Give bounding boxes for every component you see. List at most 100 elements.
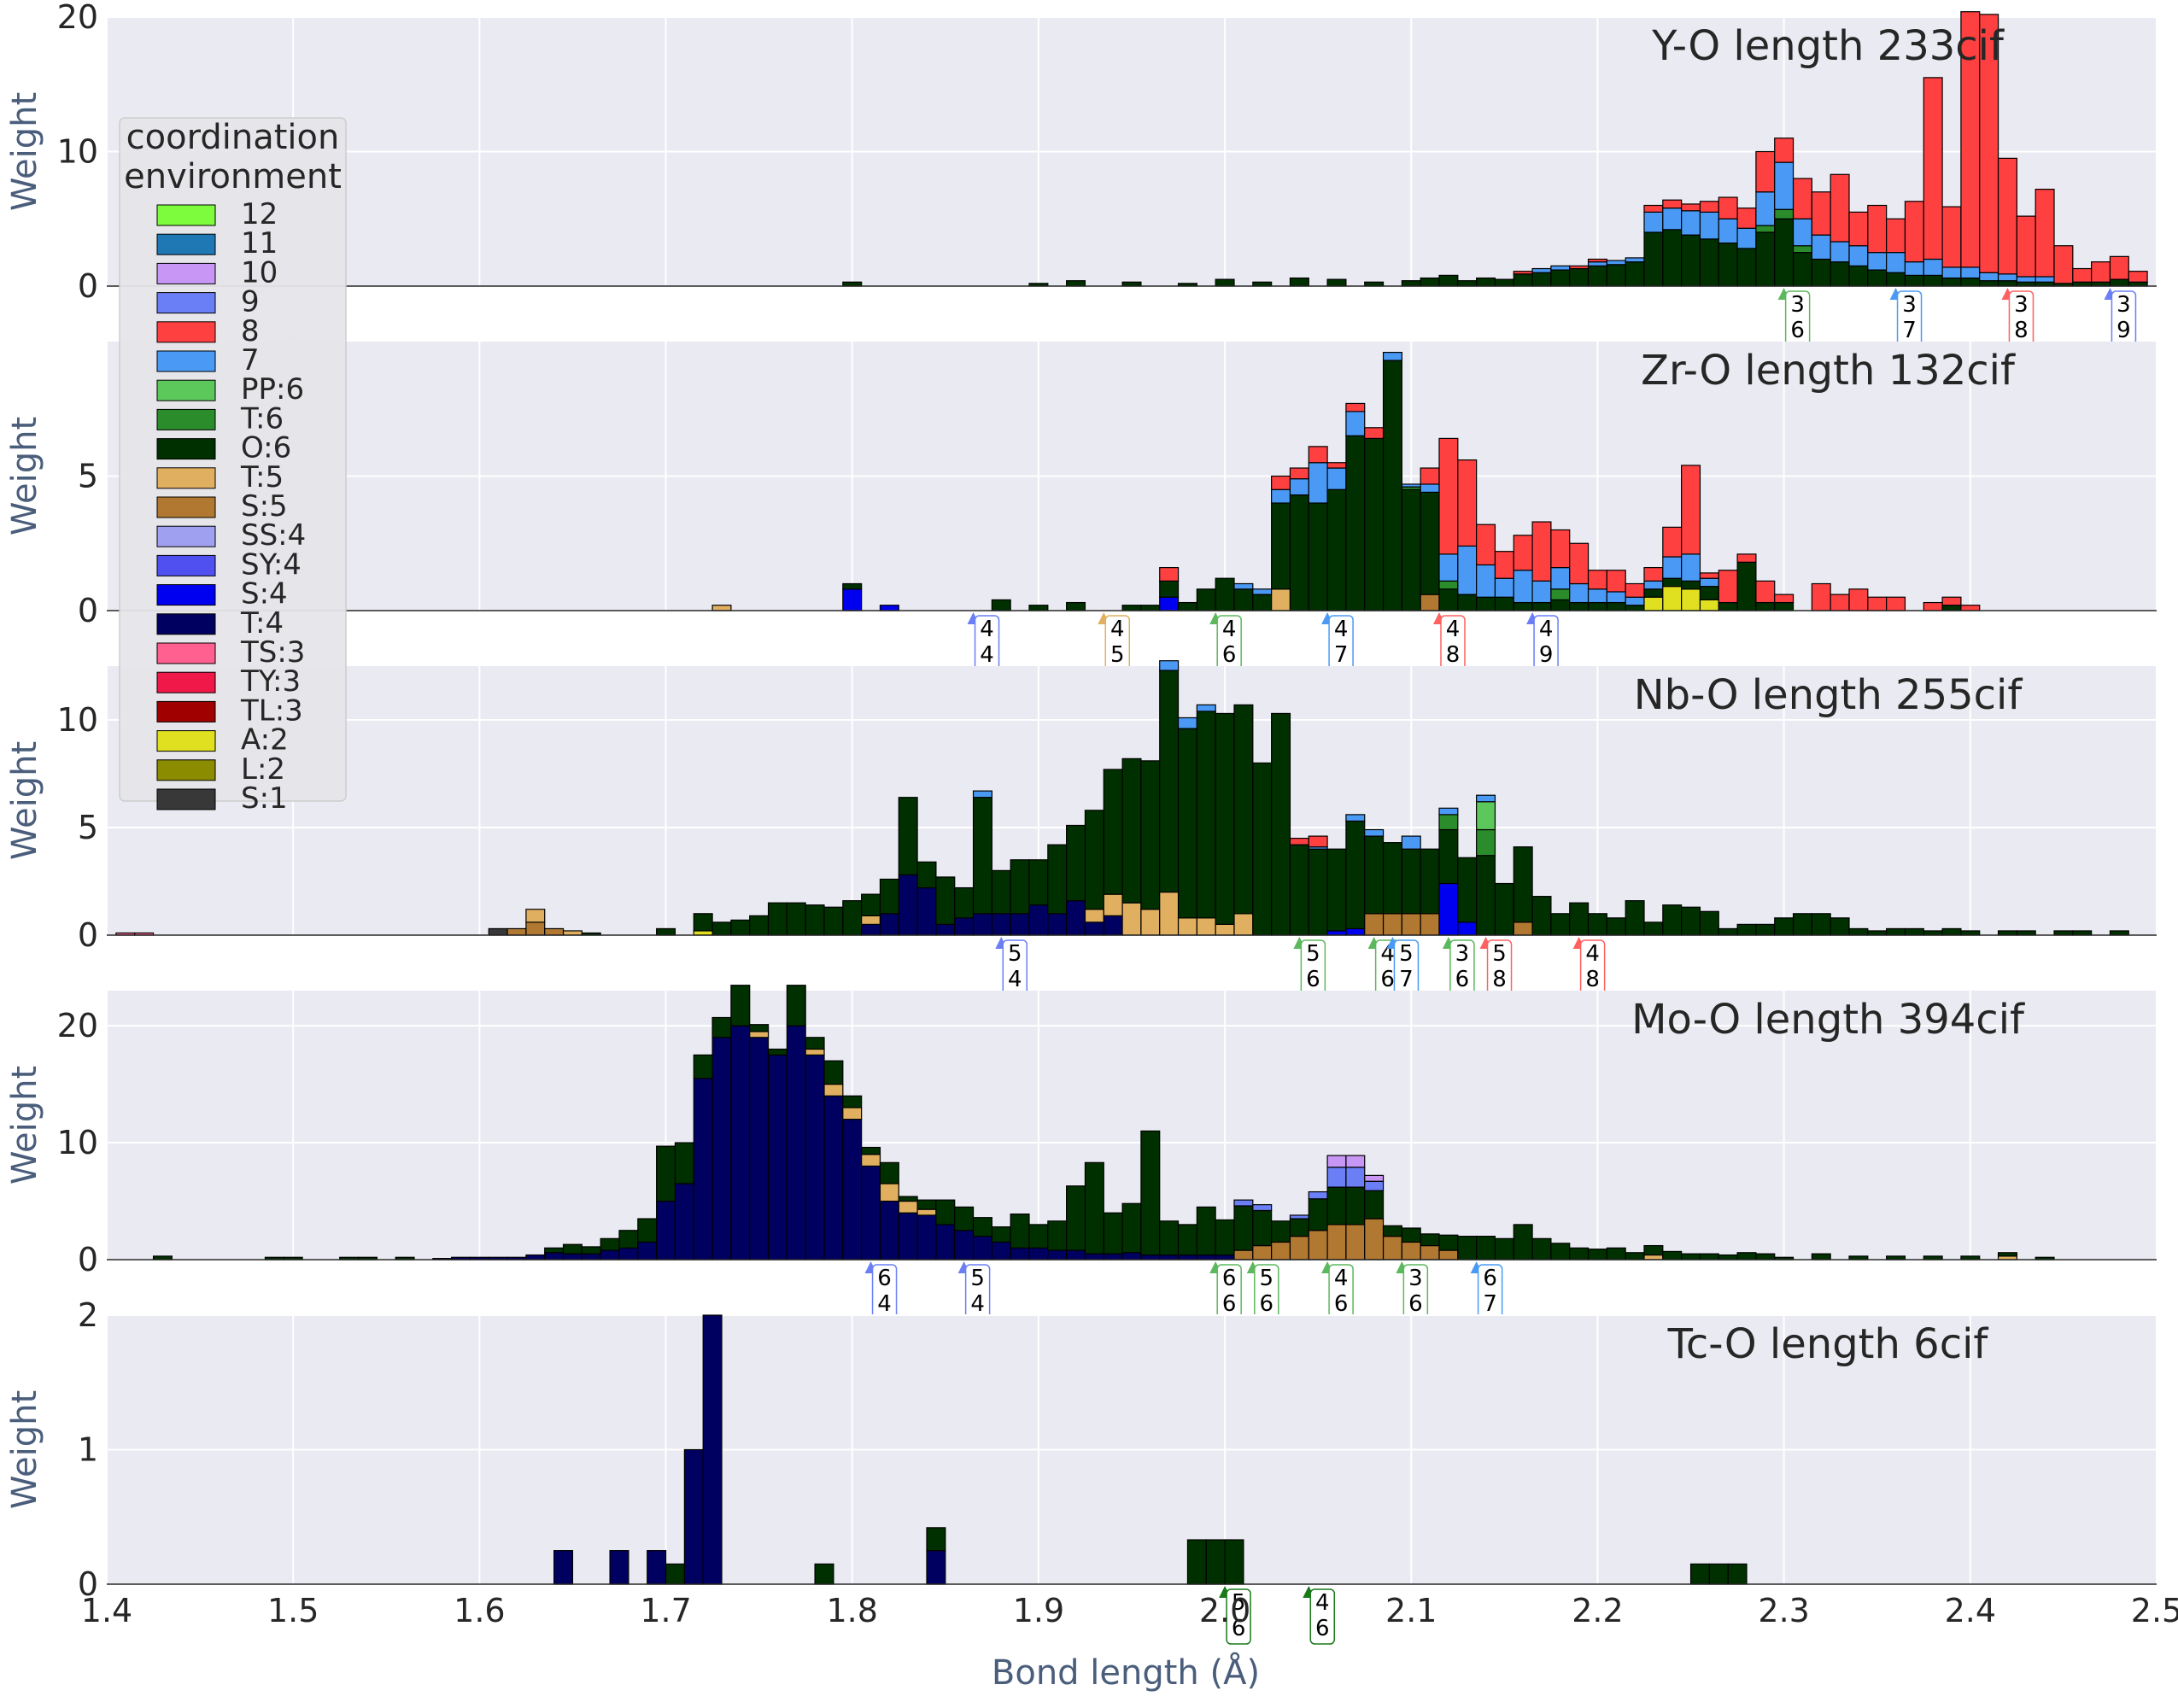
bar-segment (1177, 917, 1197, 936)
bar-segment (1066, 1249, 1086, 1261)
bar-segment (898, 874, 918, 936)
bar-segment (1904, 927, 1924, 936)
chart-legend: coordinationenvironment121110987PP:6T:6O… (119, 117, 347, 816)
bar-segment (1774, 208, 1795, 219)
bar-segment (1550, 1243, 1571, 1261)
bar-segment (1233, 582, 1254, 590)
bar-segment (1401, 488, 1421, 611)
legend-swatch (156, 438, 216, 460)
bar-segment (972, 1217, 992, 1237)
bar-segment (1177, 1254, 1197, 1261)
bar-segment (1513, 921, 1533, 936)
bar-segment (693, 913, 713, 932)
bar-segment (1028, 904, 1049, 936)
legend-swatch (156, 788, 216, 810)
bar-segment (1774, 218, 1795, 287)
bar-segment (1625, 261, 1645, 287)
bar-segment (954, 917, 975, 936)
marker-bottom-label: 6 (1232, 1616, 1246, 1641)
bar-segment (1047, 913, 1068, 936)
bar-segment (991, 869, 1011, 915)
bar-segment (1215, 1219, 1235, 1256)
y-axis-label: Weight (5, 92, 44, 211)
bar-segment (916, 886, 937, 936)
marker-bottom-label: 7 (1334, 642, 1349, 668)
bar-segment (1345, 411, 1366, 436)
bar-segment (1233, 1249, 1254, 1261)
marker-bottom-label: 4 (877, 1291, 892, 1317)
bar-segment (1066, 280, 1086, 287)
bar-segment (1401, 1227, 1421, 1243)
bar-segment (1364, 1218, 1385, 1261)
marker-box (1309, 1588, 1336, 1645)
bar-segment (1923, 930, 1943, 936)
bar-segment (1755, 580, 1776, 604)
bar-segment (1625, 582, 1645, 598)
x-tick-label: 1.5 (267, 1592, 319, 1629)
bar-segment (1550, 566, 1571, 590)
bar-segment (1159, 596, 1180, 611)
marker-top-label: 5 (970, 1266, 985, 1291)
bar-segment (1159, 566, 1180, 582)
bar-segment (1438, 882, 1459, 936)
bar-segment (1960, 266, 1981, 279)
bar-segment (1550, 588, 1571, 600)
bar-segment (1103, 915, 1123, 936)
bar-segment (730, 985, 751, 1027)
bar-segment (1438, 1249, 1459, 1261)
bar-segment (1792, 218, 1812, 247)
bar-segment (1774, 594, 1795, 604)
bar-segment (1205, 1539, 1226, 1585)
bar-segment (1289, 844, 1309, 936)
marker-top-label: 3 (1902, 292, 1917, 318)
bond-marker: 49 (1526, 612, 1559, 671)
bar-segment (916, 1199, 937, 1210)
bar-segment (767, 1048, 787, 1056)
bar-segment (1941, 605, 1962, 611)
bar-segment (823, 1095, 844, 1261)
bar-segment (1662, 556, 1683, 579)
bar-segment (1606, 260, 1626, 266)
bar-segment (581, 1246, 601, 1255)
bar-segment (1774, 917, 1795, 936)
bar-segment (562, 1243, 583, 1255)
bar-segment (1401, 483, 1421, 488)
bar-segment (954, 886, 975, 919)
bar-segment (1364, 828, 1385, 837)
bar-segment (2109, 278, 2129, 287)
bar-segment (1755, 601, 1776, 611)
bar-segment (1028, 1247, 1049, 1261)
bar-segment (1271, 1241, 1291, 1261)
bar-segment (1811, 191, 1831, 236)
bar-segment (1271, 502, 1291, 590)
bar-segment (1326, 1155, 1347, 1168)
bar-segment (711, 921, 732, 936)
bar-segment (1103, 769, 1123, 895)
bar-segment (1662, 1250, 1683, 1261)
bar-segment (1569, 1247, 1590, 1261)
bar-segment (1755, 150, 1776, 193)
bar-segment (767, 902, 787, 936)
bar-segment (1233, 913, 1254, 936)
legend-swatch (156, 613, 216, 635)
bar-segment (1326, 467, 1347, 490)
bar-segment (1010, 913, 1030, 936)
bar-segment (1531, 272, 1552, 287)
bar-segment (1289, 494, 1309, 611)
bar-segment (879, 605, 899, 611)
bar-segment (1364, 437, 1385, 611)
legend-label: TL:3 (240, 693, 303, 728)
bar-segment (1271, 712, 1291, 936)
bar-segment (1271, 1220, 1291, 1243)
y-tick-label: 0 (78, 267, 98, 305)
bar-segment (1326, 462, 1347, 469)
bar-segment (1904, 261, 1924, 276)
bar-segment (1848, 245, 1869, 266)
bar-segment (991, 599, 1011, 611)
bar-segment (1289, 1218, 1309, 1237)
bar-segment (991, 1226, 1011, 1243)
marker-top-label: 3 (1408, 1266, 1423, 1291)
marker-top-label: 6 (1483, 1266, 1497, 1291)
bar-segment (1420, 1233, 1440, 1247)
bar-segment (1736, 1252, 1757, 1261)
